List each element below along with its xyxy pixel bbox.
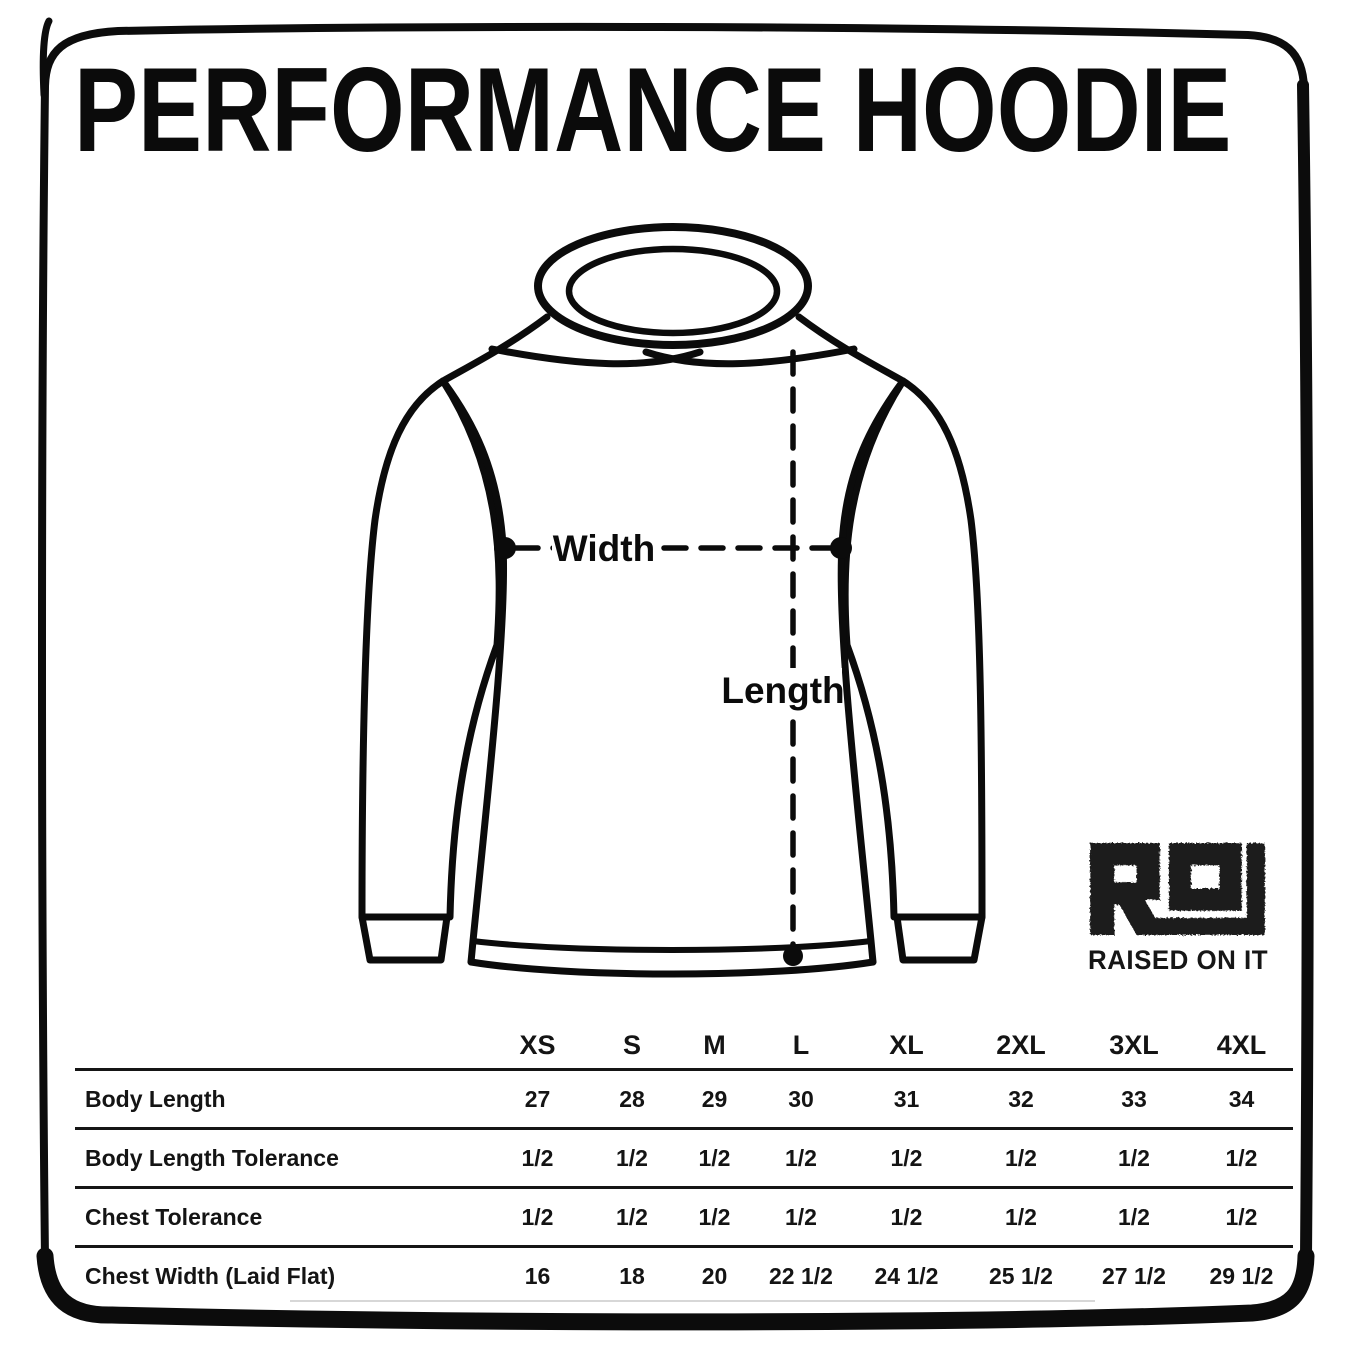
table-cell: 30 — [753, 1069, 849, 1130]
size-column-header: XL — [849, 1022, 964, 1071]
table-cell: 1/2 — [1078, 1187, 1190, 1248]
size-column-header: S — [588, 1022, 676, 1071]
table-cell: 1/2 — [964, 1128, 1078, 1189]
table-row-chest-width: Chest Width (Laid Flat) 16 18 20 22 1/2 … — [75, 1247, 1293, 1305]
page-title: PERFORMANCE HOODIE — [74, 43, 1232, 177]
row-label: Chest Width (Laid Flat) — [85, 1262, 336, 1289]
table-cell: 1/2 — [753, 1187, 849, 1248]
size-table: XS S M L XL 2XL 3XL 4XL Body Length 27 2… — [75, 1022, 1293, 1304]
table-row-body-length-tolerance: Body Length Tolerance 1/2 1/2 1/2 1/2 1/… — [75, 1128, 1293, 1189]
table-cell: 1/2 — [487, 1128, 588, 1189]
hood-fill-top — [535, 225, 811, 347]
table-cell: 1/2 — [849, 1187, 964, 1248]
left-cuff — [358, 913, 451, 964]
row-label: Body Length — [75, 1069, 487, 1130]
frame-bottom-stroke — [36, 1247, 1315, 1331]
table-cell: 1/2 — [1190, 1128, 1293, 1189]
size-table-corner-cell — [75, 1022, 487, 1071]
table-cell: 29 — [676, 1069, 753, 1130]
table-cell: 1/2 — [753, 1128, 849, 1189]
table-cell: 34 — [1190, 1069, 1293, 1130]
hood-opening-inner — [565, 245, 781, 337]
table-cell: 1/2 — [676, 1187, 753, 1248]
width-endpoint-right — [830, 537, 852, 559]
width-endpoint-left — [494, 537, 516, 559]
logo-letter-o — [1168, 843, 1242, 911]
size-column-header: M — [676, 1022, 753, 1071]
logo-letter-r — [1090, 843, 1165, 935]
width-label: Width — [553, 528, 655, 569]
table-cell: 32 — [964, 1069, 1078, 1130]
logo-letter-i-hook — [1150, 843, 1265, 935]
size-column-header: 3XL — [1078, 1022, 1190, 1071]
table-cell: 16 — [524, 1262, 551, 1289]
table-cell: 18 — [619, 1262, 645, 1289]
table-row-body-length: Body Length 27 28 29 30 31 32 33 34 — [75, 1069, 1293, 1130]
table-cell: 27 — [487, 1069, 588, 1130]
table-cell: 1/2 — [588, 1128, 676, 1189]
table-cell: 33 — [1078, 1069, 1190, 1130]
table-cell: 28 — [588, 1069, 676, 1130]
left-sleeve — [358, 377, 503, 921]
length-label-bg — [724, 668, 842, 712]
table-cell: 1/2 — [676, 1128, 753, 1189]
table-cell: 31 — [849, 1069, 964, 1130]
table-cell: 25 1/2 — [989, 1262, 1053, 1289]
table-cell: 1/2 — [849, 1128, 964, 1189]
collar-right-drape — [642, 345, 858, 368]
table-cell: 1/2 — [487, 1187, 588, 1248]
length-endpoint-bottom — [783, 946, 803, 966]
right-sleeve — [841, 377, 986, 921]
size-column-header: 2XL — [964, 1022, 1078, 1071]
size-column-header: XS — [487, 1022, 588, 1071]
table-cell: 1/2 — [1078, 1128, 1190, 1189]
table-cell: 1/2 — [588, 1187, 676, 1248]
width-label-bg — [552, 524, 656, 570]
right-cuff — [893, 913, 986, 964]
brand-logo-text: RAISED ON IT — [1088, 945, 1269, 975]
hem-bottom-line — [467, 958, 877, 978]
frame-right-stroke — [1297, 79, 1314, 1264]
table-cell: 20 — [701, 1262, 728, 1289]
table-cell: 27 1/2 — [1102, 1262, 1166, 1289]
body-right-seam — [837, 377, 907, 966]
size-table-header-row: XS S M L XL 2XL 3XL 4XL — [75, 1022, 1293, 1071]
length-label: Length — [721, 670, 844, 711]
row-label: Body Length Tolerance — [75, 1128, 487, 1189]
table-cell: 22 1/2 — [769, 1262, 833, 1289]
table-cell: 1/2 — [964, 1187, 1078, 1248]
hood-opening-outer — [534, 223, 812, 349]
table-bottom-faint-line — [290, 1300, 1095, 1302]
table-cell: 29 1/2 — [1209, 1262, 1274, 1289]
size-column-header: L — [753, 1022, 849, 1071]
frame-topleft-tail — [39, 17, 53, 99]
brand-logo: RAISED ON IT — [1088, 842, 1288, 976]
table-cell: 1/2 — [1190, 1187, 1293, 1248]
row-label: Chest Tolerance — [75, 1187, 487, 1248]
table-cell: 24 1/2 — [874, 1262, 939, 1289]
hem-top-line — [470, 938, 874, 953]
roi-logo-icon — [1090, 843, 1265, 935]
hoodie-body — [443, 379, 903, 953]
size-column-header: 4XL — [1190, 1022, 1293, 1071]
table-row-chest-tolerance: Chest Tolerance 1/2 1/2 1/2 1/2 1/2 1/2 … — [75, 1187, 1293, 1248]
body-left-seam — [439, 377, 508, 966]
hoodie-diagram: Width Length — [358, 223, 986, 978]
